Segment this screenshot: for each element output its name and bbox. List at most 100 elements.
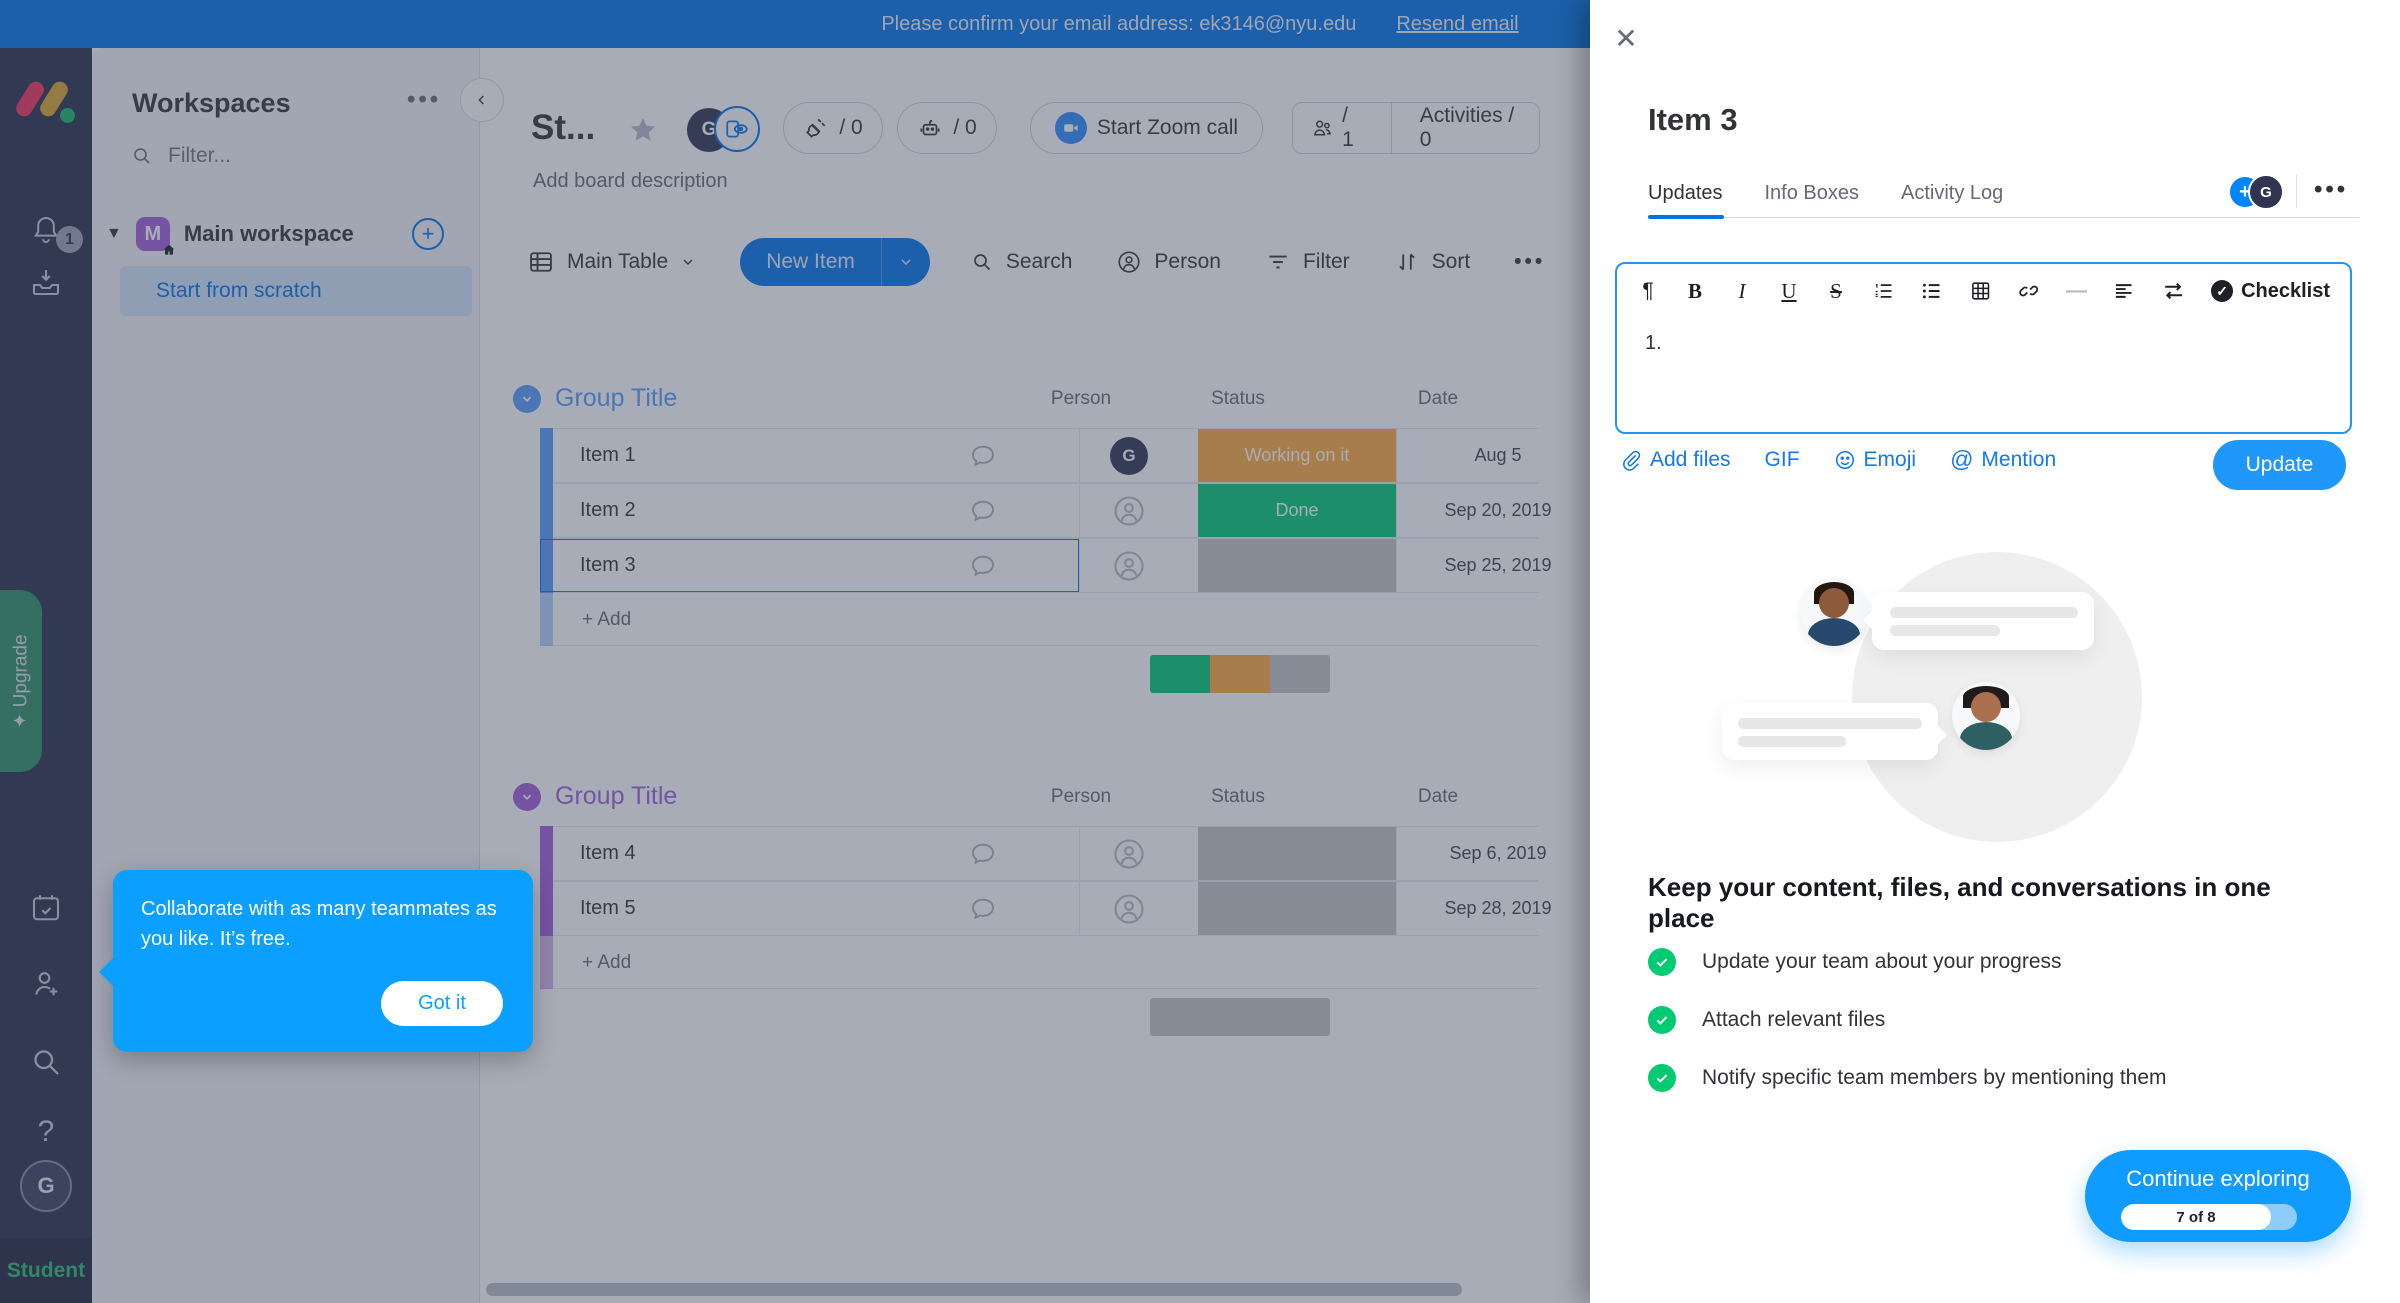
person-cell[interactable]: G: [1079, 429, 1179, 482]
item-name[interactable]: Item 1: [580, 444, 636, 466]
person-filter-button[interactable]: Person: [1116, 249, 1221, 275]
calendar-icon[interactable]: [24, 886, 68, 930]
start-zoom-call-button[interactable]: Start Zoom call: [1030, 102, 1263, 154]
board-views-icon[interactable]: [714, 106, 760, 152]
add-files-button[interactable]: Add files: [1620, 448, 1731, 472]
comment-bubble-icon[interactable]: [968, 496, 998, 526]
person-cell[interactable]: [1079, 882, 1179, 935]
inbox-icon[interactable]: [24, 260, 68, 304]
status-cell[interactable]: [1198, 539, 1396, 592]
update-editor[interactable]: ¶ B I U S —: [1615, 262, 2352, 434]
comment-bubble-icon[interactable]: [968, 894, 998, 924]
date-cell[interactable]: Sep 28, 2019: [1444, 898, 1552, 918]
date-cell[interactable]: Aug 5: [1474, 445, 1522, 465]
strikethrough-icon[interactable]: S: [1830, 278, 1842, 303]
emoji-button[interactable]: Emoji: [1834, 448, 1916, 472]
mention-button[interactable]: @ Mention: [1950, 446, 2057, 472]
update-button[interactable]: Update: [2213, 440, 2346, 490]
status-summary-bar[interactable]: [1150, 655, 1330, 693]
invite-member-icon[interactable]: [24, 962, 68, 1006]
workspace-row[interactable]: ▼ M Main workspace +: [106, 208, 466, 260]
help-icon[interactable]: ?: [37, 1115, 55, 1148]
horizontal-scrollbar[interactable]: [486, 1283, 1462, 1296]
toolbar-more-icon[interactable]: •••: [1514, 250, 1546, 273]
date-cell[interactable]: Sep 25, 2019: [1444, 555, 1552, 575]
upgrade-tab[interactable]: ✦ Upgrade: [0, 590, 42, 772]
user-avatar[interactable]: G: [20, 1160, 72, 1212]
sort-button[interactable]: Sort: [1394, 249, 1470, 275]
column-header-person[interactable]: Person: [1050, 786, 1112, 807]
workspaces-menu-icon[interactable]: •••: [407, 86, 442, 113]
favorite-star-icon[interactable]: [627, 114, 659, 146]
align-icon[interactable]: [2112, 279, 2135, 303]
view-selector[interactable]: Main Table: [527, 248, 696, 276]
person-cell[interactable]: [1079, 484, 1179, 537]
add-board-button[interactable]: +: [412, 218, 444, 250]
close-icon[interactable]: ✕: [1614, 22, 1638, 54]
sidebar-board-item[interactable]: Start from scratch: [120, 266, 472, 316]
editor-content[interactable]: 1.: [1645, 332, 1662, 354]
date-cell[interactable]: Sep 20, 2019: [1444, 500, 1552, 520]
comment-bubble-icon[interactable]: [968, 839, 998, 869]
bullet-list-icon[interactable]: [1920, 279, 1943, 303]
collapse-panel-button[interactable]: [460, 78, 504, 122]
search-button[interactable]: Search: [970, 250, 1072, 274]
resend-email-link[interactable]: Resend email: [1396, 12, 1519, 35]
subscriber-avatar[interactable]: G: [2248, 174, 2284, 210]
board-description-placeholder[interactable]: Add board description: [533, 170, 728, 192]
status-cell[interactable]: Done: [1198, 484, 1396, 537]
got-it-button[interactable]: Got it: [381, 981, 503, 1026]
collapse-group-icon[interactable]: [513, 384, 541, 413]
add-item-row[interactable]: + Add: [540, 593, 1539, 646]
status-cell[interactable]: [1198, 882, 1396, 935]
date-cell[interactable]: Sep 6, 2019: [1449, 843, 1547, 863]
item-name[interactable]: Item 2: [580, 499, 636, 521]
direction-icon[interactable]: [2161, 278, 2186, 304]
tab-updates[interactable]: Updates: [1648, 182, 1723, 204]
comment-bubble-icon[interactable]: [968, 441, 998, 471]
ordered-list-icon[interactable]: [1872, 279, 1895, 303]
new-item-dropdown[interactable]: [880, 238, 930, 286]
caret-down-icon[interactable]: ▼: [106, 225, 122, 242]
integrations-button[interactable]: / 0: [783, 102, 883, 154]
column-header-status[interactable]: Status: [1211, 388, 1265, 409]
underline-icon[interactable]: U: [1781, 278, 1797, 303]
divider-icon[interactable]: —: [2065, 279, 2087, 302]
search-icon[interactable]: [24, 1040, 68, 1084]
panel-more-icon[interactable]: •••: [2314, 176, 2349, 203]
automations-button[interactable]: / 0: [897, 102, 997, 154]
new-item-button[interactable]: New Item: [766, 250, 855, 273]
bold-icon[interactable]: B: [1687, 278, 1702, 303]
item-name[interactable]: Item 5: [580, 897, 636, 919]
person-cell[interactable]: [1079, 827, 1179, 880]
activities-button[interactable]: Activities / 0: [1402, 103, 1539, 153]
item-name[interactable]: Item 4: [580, 842, 636, 864]
filter-button[interactable]: Filter: [1265, 249, 1350, 275]
collapse-group-icon[interactable]: [513, 782, 541, 811]
board-title[interactable]: St...: [531, 108, 596, 147]
board-members-button[interactable]: / 1: [1293, 103, 1381, 153]
paragraph-icon[interactable]: ¶: [1642, 279, 1654, 302]
link-icon[interactable]: [2017, 279, 2040, 303]
item-name[interactable]: Item 3: [580, 554, 636, 576]
column-header-status[interactable]: Status: [1211, 786, 1265, 807]
status-cell[interactable]: [1198, 827, 1396, 880]
column-header-date[interactable]: Date: [1417, 388, 1459, 409]
gif-button[interactable]: GIF: [1764, 447, 1800, 471]
italic-icon[interactable]: I: [1738, 278, 1746, 303]
monday-logo[interactable]: [13, 76, 76, 124]
checklist-button[interactable]: ✓ Checklist: [2211, 280, 2330, 303]
group-1-title[interactable]: Group Title: [513, 384, 677, 413]
workspace-filter[interactable]: [130, 144, 388, 168]
tab-activity-log[interactable]: Activity Log: [1901, 182, 2004, 204]
comment-bubble-icon[interactable]: [968, 551, 998, 581]
group-2-title[interactable]: Group Title: [513, 782, 677, 811]
tab-info-boxes[interactable]: Info Boxes: [1764, 182, 1860, 204]
notifications-bell-icon[interactable]: [24, 208, 68, 252]
continue-exploring-button[interactable]: Continue exploring 7 of 8: [2085, 1150, 2351, 1242]
status-cell[interactable]: Working on it: [1198, 429, 1396, 482]
column-header-date[interactable]: Date: [1417, 786, 1459, 807]
person-cell[interactable]: [1079, 539, 1179, 592]
table-icon[interactable]: [1969, 279, 1992, 303]
filter-input[interactable]: [168, 144, 388, 168]
